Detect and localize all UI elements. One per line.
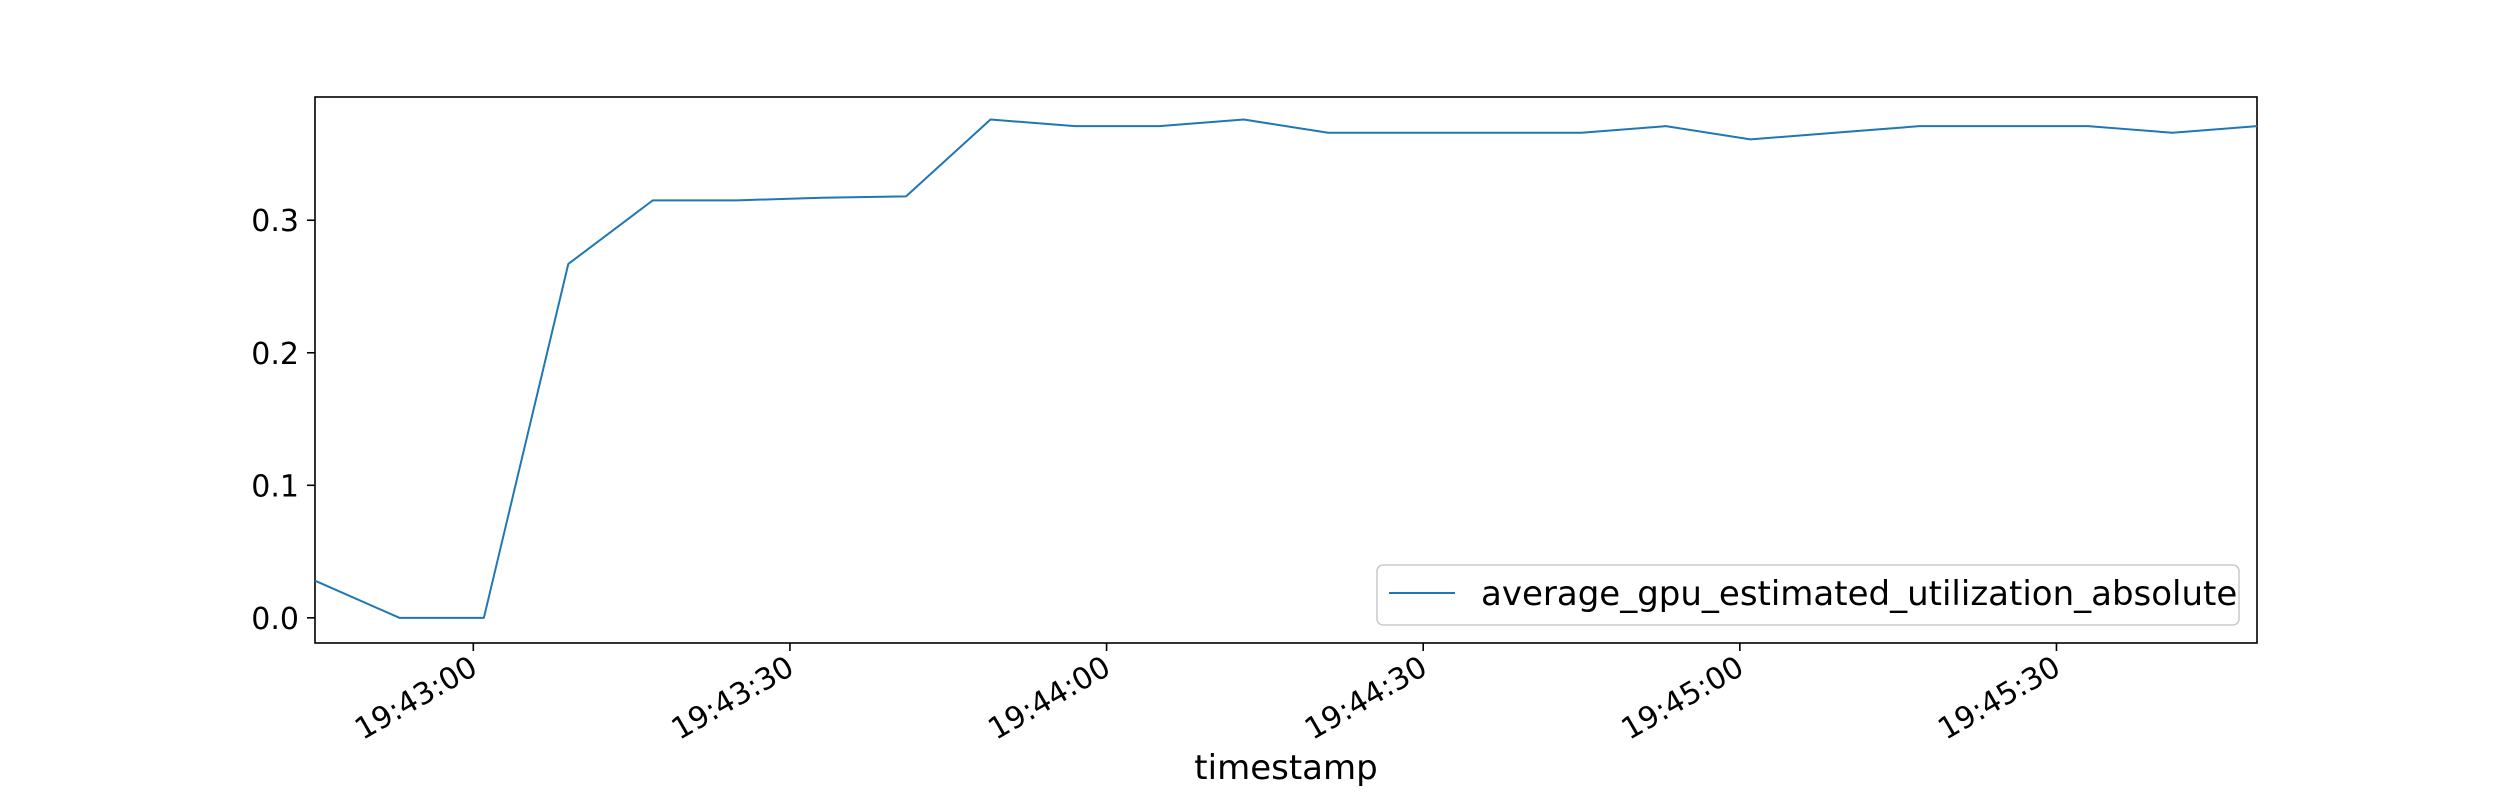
legend-box [1376, 564, 2240, 626]
y-axis: 0.0 0.1 0.2 0.3 [251, 204, 315, 637]
x-tick-label: 19:44:30 [1299, 650, 1433, 748]
y-tick-label: 0.2 [251, 337, 299, 372]
x-tick-label: 19:44:00 [982, 650, 1116, 748]
legend: average_gpu_estimated_utilization_absolu… [1376, 564, 2240, 626]
y-tick-label: 0.0 [251, 602, 299, 637]
x-axis: 19:43:00 19:43:30 19:44:00 19:44:30 19:45:00… [349, 643, 2066, 747]
x-tick-label: 19:43:30 [666, 650, 800, 748]
y-tick-label: 0.3 [251, 204, 299, 239]
series-lines [314, 118, 2258, 619]
series-line-0 [314, 118, 2258, 619]
y-tick-label: 0.1 [251, 469, 299, 504]
x-tick-label: 19:43:00 [349, 650, 483, 748]
x-axis-label: timestamp [1194, 748, 1377, 788]
x-tick-label: 19:45:30 [1932, 650, 2066, 748]
plot-area-frame [314, 96, 2258, 644]
legend-entry-label: average_gpu_estimated_utilization_absolu… [1481, 574, 2237, 614]
x-tick-label: 19:45:00 [1616, 650, 1750, 748]
